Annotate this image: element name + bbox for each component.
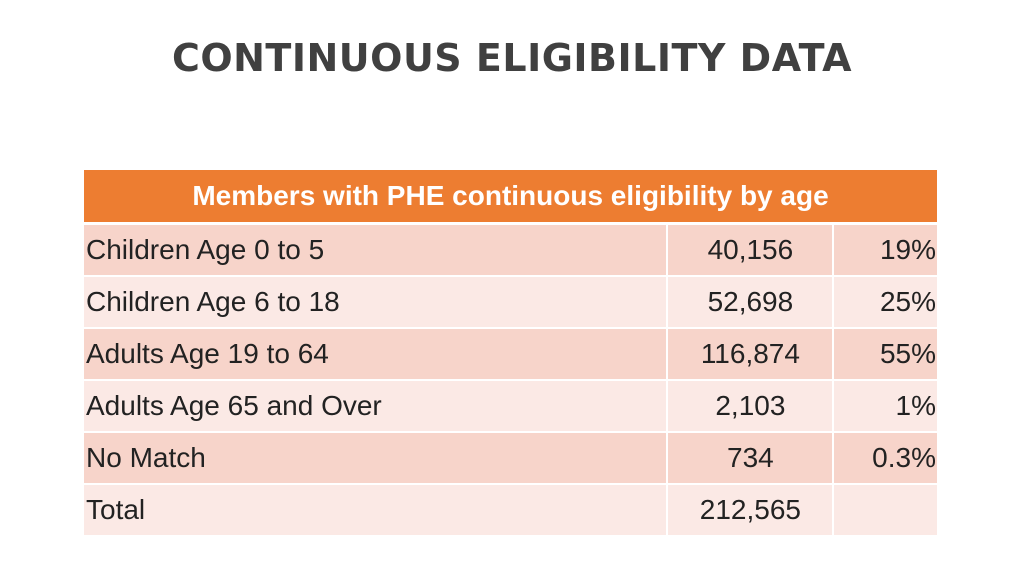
- row-count: 116,874: [667, 328, 835, 381]
- row-count: 212,565: [667, 484, 835, 537]
- row-percent: 19%: [833, 223, 937, 277]
- table-row: No Match 734 0.3%: [84, 432, 937, 485]
- table-row: Children Age 6 to 18 52,698 25%: [84, 276, 937, 329]
- table-row: Adults Age 19 to 64 116,874 55%: [84, 328, 937, 381]
- row-label: Children Age 6 to 18: [84, 276, 669, 329]
- row-label: Adults Age 19 to 64: [84, 328, 669, 381]
- table-row: Adults Age 65 and Over 2,103 1%: [84, 380, 937, 433]
- row-count: 734: [667, 432, 835, 485]
- row-label: Adults Age 65 and Over: [84, 380, 669, 433]
- row-label: No Match: [84, 432, 669, 485]
- row-percent: [833, 484, 937, 537]
- row-percent: 0.3%: [833, 432, 937, 485]
- row-count: 40,156: [667, 223, 835, 277]
- row-count: 2,103: [667, 380, 835, 433]
- table-header-row: Members with PHE continuous eligibility …: [84, 170, 937, 225]
- row-percent: 55%: [833, 328, 937, 381]
- table-header: Members with PHE continuous eligibility …: [84, 170, 937, 225]
- row-label: Children Age 0 to 5: [84, 223, 669, 277]
- page-title: CONTINUOUS ELIGIBILITY DATA: [171, 36, 853, 80]
- row-count: 52,698: [667, 276, 835, 329]
- row-percent: 1%: [833, 380, 937, 433]
- row-label: Total: [84, 484, 669, 537]
- table-row: Children Age 0 to 5 40,156 19%: [84, 223, 937, 277]
- row-percent: 25%: [833, 276, 937, 329]
- eligibility-table: Members with PHE continuous eligibility …: [84, 170, 937, 537]
- table-row-total: Total 212,565: [84, 484, 937, 537]
